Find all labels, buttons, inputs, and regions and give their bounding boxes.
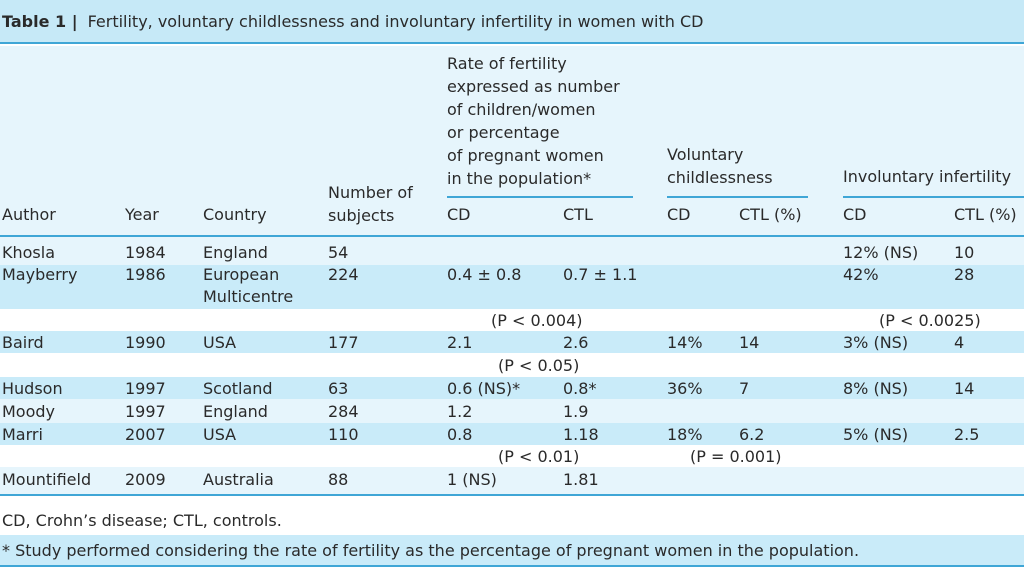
header-country: Country: [203, 204, 267, 226]
cell-country: Australia: [203, 469, 274, 491]
cell-country: England: [203, 242, 268, 264]
header-author: Author: [2, 204, 56, 226]
pvalue-voluntary: (P = 0.001): [690, 446, 782, 468]
cell-country: European: [203, 264, 279, 286]
cell-year: 1990: [125, 332, 166, 354]
cell-voluntary-cd: 18%: [667, 424, 703, 446]
cell-fertility-cd: 0.8: [447, 424, 472, 446]
cell-year: 2007: [125, 424, 166, 446]
cell-subjects: 177: [328, 332, 359, 354]
header-fertility-line: Rate of fertility: [447, 52, 620, 75]
header-voluntary: Voluntary childlessness: [667, 143, 773, 189]
footnote-abbreviations: CD, Crohn’s disease; CTL, controls.: [0, 505, 1024, 535]
cell-fertility-cd: 1 (NS): [447, 469, 497, 491]
header-voluntary-cd: CD: [667, 204, 691, 226]
cell-involuntary-ctl: 14: [954, 378, 974, 400]
cell-author: Mountifield: [2, 469, 91, 491]
pvalue-fertility: (P < 0.01): [498, 446, 579, 468]
cell-voluntary-cd: 14%: [667, 332, 703, 354]
cell-involuntary-ctl: 28: [954, 264, 974, 286]
cell-voluntary-ctl: 6.2: [739, 424, 764, 446]
cell-year: 1984: [125, 242, 166, 264]
header-involuntary-cd: CD: [843, 204, 867, 226]
cell-country-line2: Multicentre: [203, 286, 293, 308]
rule-fertility: [447, 196, 633, 198]
header-subjects-line: Number of: [328, 181, 413, 204]
cell-author: Baird: [2, 332, 44, 354]
cell-involuntary-cd: 3% (NS): [843, 332, 908, 354]
header-subjects: Number of subjects: [328, 181, 413, 227]
cell-involuntary-cd: 12% (NS): [843, 242, 918, 264]
cell-author: Moody: [2, 401, 55, 423]
cell-involuntary-cd: 8% (NS): [843, 378, 908, 400]
cell-voluntary-ctl: 14: [739, 332, 759, 354]
cell-subjects: 224: [328, 264, 359, 286]
cell-author: Hudson: [2, 378, 63, 400]
cell-fertility-cd: 0.4 ± 0.8: [447, 264, 521, 286]
table-number: Table 1 |: [2, 12, 78, 31]
rule-voluntary: [667, 196, 808, 198]
cell-involuntary-ctl: 4: [954, 332, 964, 354]
header-fertility: Rate of fertility expressed as number of…: [447, 52, 620, 190]
header-involuntary: Involuntary infertility: [843, 166, 1011, 188]
rule-header-bottom: [0, 235, 1024, 237]
cell-fertility-cd: 2.1: [447, 332, 472, 354]
header-year: Year: [125, 204, 159, 226]
table-title: Fertility, voluntary childlessness and i…: [88, 12, 704, 31]
cell-country: USA: [203, 332, 236, 354]
cell-fertility-ctl: 2.6: [563, 332, 588, 354]
header-fertility-line: or percentage: [447, 121, 620, 144]
cell-country: England: [203, 401, 268, 423]
header-fertility-line: in the population*: [447, 167, 620, 190]
header-fertility-ctl: CTL: [563, 204, 593, 226]
cell-country: Scotland: [203, 378, 273, 400]
cell-subjects: 110: [328, 424, 359, 446]
cell-year: 1986: [125, 264, 166, 286]
pvalue-fertility: (P < 0.05): [498, 355, 579, 377]
header-voluntary-line: Voluntary: [667, 143, 773, 166]
cell-subjects: 63: [328, 378, 348, 400]
cell-involuntary-ctl: 10: [954, 242, 974, 264]
cell-author: Mayberry: [2, 264, 77, 286]
cell-country: USA: [203, 424, 236, 446]
cell-fertility-cd: 0.6 (NS)*: [447, 378, 520, 400]
rule-involuntary: [843, 196, 1024, 198]
cell-voluntary-cd: 36%: [667, 378, 703, 400]
header-fertility-line: expressed as number: [447, 75, 620, 98]
cell-fertility-ctl: 1.81: [563, 469, 599, 491]
header-fertility-line: of children/women: [447, 98, 620, 121]
cell-subjects: 54: [328, 242, 348, 264]
cell-year: 1997: [125, 378, 166, 400]
cell-fertility-ctl: 0.8*: [563, 378, 596, 400]
cell-fertility-ctl: 0.7 ± 1.1: [563, 264, 637, 286]
pvalue-fertility: (P < 0.004): [491, 310, 583, 332]
header-voluntary-ctl: CTL (%): [739, 204, 802, 226]
cell-fertility-ctl: 1.9: [563, 401, 588, 423]
cell-involuntary-cd: 42%: [843, 264, 879, 286]
cell-year: 2009: [125, 469, 166, 491]
header-voluntary-line: childlessness: [667, 166, 773, 189]
pvalue-involuntary: (P < 0.0025): [879, 310, 981, 332]
cell-fertility-cd: 1.2: [447, 401, 472, 423]
cell-year: 1997: [125, 401, 166, 423]
cell-author: Marri: [2, 424, 43, 446]
cell-involuntary-ctl: 2.5: [954, 424, 979, 446]
cell-subjects: 284: [328, 401, 359, 423]
cell-author: Khosla: [2, 242, 55, 264]
rule-table-bottom: [0, 494, 1024, 496]
cell-fertility-ctl: 1.18: [563, 424, 599, 446]
cell-subjects: 88: [328, 469, 348, 491]
table-page: Table 1 | Fertility, voluntary childless…: [0, 0, 1024, 570]
footnote-asterisk: * Study performed considering the rate o…: [0, 535, 1024, 567]
header-fertility-line: of pregnant women: [447, 144, 620, 167]
header-subjects-line: subjects: [328, 204, 413, 227]
table-title-bar: Table 1 | Fertility, voluntary childless…: [0, 0, 1024, 44]
cell-involuntary-cd: 5% (NS): [843, 424, 908, 446]
header-fertility-cd: CD: [447, 204, 471, 226]
cell-voluntary-ctl: 7: [739, 378, 749, 400]
header-involuntary-ctl: CTL (%): [954, 204, 1017, 226]
